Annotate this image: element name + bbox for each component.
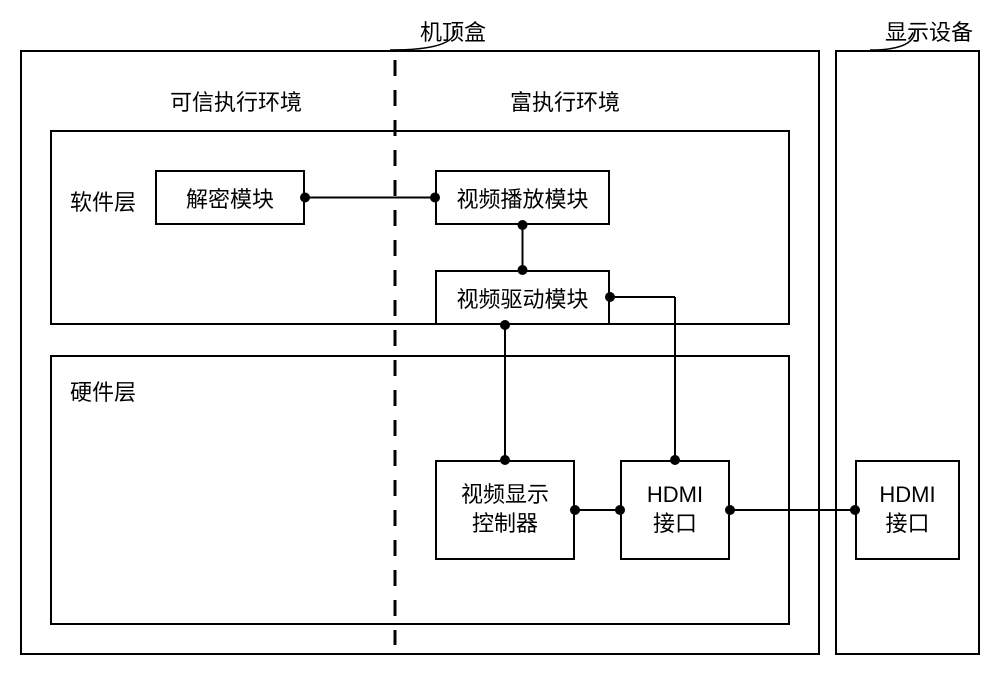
decrypt-module-label: 解密模块 bbox=[186, 182, 274, 214]
hardware-layer-label: 硬件层 bbox=[70, 375, 136, 407]
video-display-controller-box: 视频显示控制器 bbox=[435, 460, 575, 560]
hdmi-port-display-box: HDMI接口 bbox=[855, 460, 960, 560]
software-layer-container bbox=[50, 130, 790, 325]
display-device-title: 显示设备 bbox=[885, 15, 973, 47]
video-play-module-box: 视频播放模块 bbox=[435, 170, 610, 225]
decrypt-module-box: 解密模块 bbox=[155, 170, 305, 225]
hdmi-port-label: HDMI接口 bbox=[647, 481, 703, 538]
video-play-module-label: 视频播放模块 bbox=[456, 182, 588, 214]
video-driver-module-label: 视频驱动模块 bbox=[456, 282, 588, 314]
software-layer-label: 软件层 bbox=[70, 185, 136, 217]
video-driver-module-box: 视频驱动模块 bbox=[435, 270, 610, 325]
hdmi-port-display-label: HDMI接口 bbox=[879, 481, 935, 538]
video-display-controller-label: 视频显示控制器 bbox=[461, 481, 549, 538]
hdmi-port-box: HDMI接口 bbox=[620, 460, 730, 560]
trusted-env-label: 可信执行环境 bbox=[170, 85, 302, 117]
display-device-container bbox=[835, 50, 980, 655]
rich-env-label: 富执行环境 bbox=[510, 85, 620, 117]
settop-box-title: 机顶盒 bbox=[420, 15, 486, 47]
